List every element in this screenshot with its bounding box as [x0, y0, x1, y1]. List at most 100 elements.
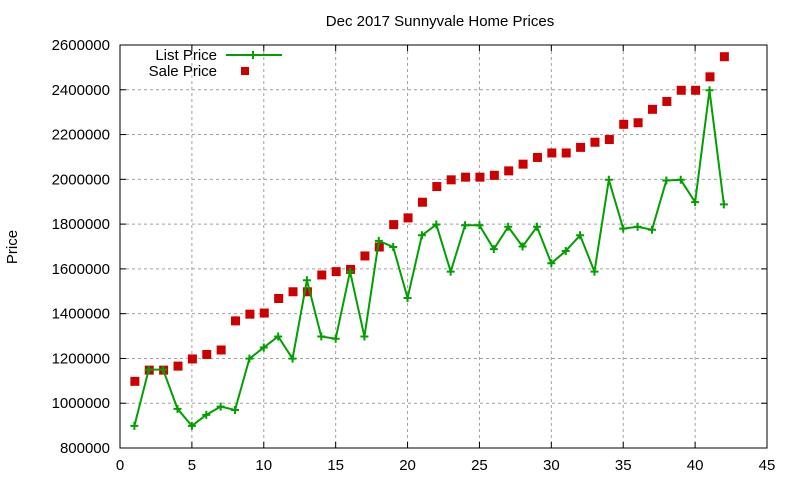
list-price-point	[173, 404, 182, 413]
sale-price-point	[662, 96, 672, 106]
list-price-line	[133, 90, 725, 428]
sale-price-point	[187, 354, 197, 364]
x-tick-label: 30	[543, 457, 560, 474]
sale-price-point	[317, 270, 327, 280]
list-price-point	[274, 332, 283, 341]
y-tick-label: 2000000	[52, 171, 110, 188]
list-price-point	[432, 220, 441, 229]
sale-price-point	[619, 119, 629, 129]
sale-price-point	[231, 316, 241, 326]
legend: List Price Sale Price	[149, 47, 282, 80]
x-tick-label: 15	[327, 457, 344, 474]
legend-marker-list-price	[249, 51, 257, 59]
sale-price-point	[417, 197, 427, 207]
sale-price-point	[202, 349, 212, 359]
y-tick-label: 2600000	[52, 37, 110, 54]
list-price-point	[374, 236, 383, 245]
list-price-point	[705, 86, 714, 95]
sale-price-point	[691, 85, 701, 95]
y-tick-label: 1600000	[52, 261, 110, 278]
list-price-point	[532, 222, 541, 231]
sale-price-point	[518, 159, 528, 169]
grid	[120, 45, 767, 448]
list-price-point	[633, 222, 642, 231]
sale-price-point	[633, 118, 643, 128]
list-price-point	[662, 176, 671, 185]
y-tick-label: 800000	[60, 440, 110, 457]
x-tick-label: 20	[399, 457, 416, 474]
list-price-point	[144, 365, 153, 374]
list-price-point	[216, 402, 225, 411]
sale-price-point	[590, 137, 600, 147]
list-price-point	[302, 276, 311, 285]
list-price-point	[288, 354, 297, 363]
sale-price-point	[475, 172, 485, 182]
sale-price-point	[130, 376, 140, 386]
list-price-point	[259, 343, 268, 352]
list-price-point	[647, 225, 656, 234]
list-price-point	[187, 421, 196, 430]
sale-price-point	[389, 220, 399, 230]
y-tick-label: 2200000	[52, 127, 110, 144]
y-tick-label: 2400000	[52, 82, 110, 99]
list-price-point	[576, 231, 585, 240]
x-tick-label: 5	[188, 457, 196, 474]
x-tick-label: 25	[471, 457, 488, 474]
legend-label-list-price: List Price	[155, 47, 217, 64]
series-layer	[130, 52, 729, 430]
sale-price-point	[446, 175, 456, 185]
list-price-point	[504, 222, 513, 231]
list-price-point	[403, 293, 412, 302]
sale-price-point	[245, 309, 255, 319]
list-price-point	[231, 405, 240, 414]
x-tick-label: 40	[687, 457, 704, 474]
x-tick-label: 10	[255, 457, 272, 474]
list-price-point	[691, 198, 700, 207]
x-tick-label: 0	[116, 457, 124, 474]
list-price-point	[417, 231, 426, 240]
sale-price-point	[705, 72, 715, 82]
y-tick-label: 1000000	[52, 395, 110, 412]
list-price-point	[604, 175, 613, 184]
y-tick-label: 1400000	[52, 306, 110, 323]
sale-price-point	[561, 148, 571, 158]
sale-price-point	[532, 152, 542, 162]
sale-price-point	[302, 287, 312, 297]
sale-price-point	[274, 293, 284, 303]
sale-price-point	[432, 182, 442, 192]
list-price-point	[518, 242, 527, 251]
list-price-point	[461, 221, 470, 230]
y-tick-label: 1800000	[52, 216, 110, 233]
legend-label-sale-price: Sale Price	[149, 63, 217, 80]
list-price-point	[590, 267, 599, 276]
sale-price-point	[547, 148, 557, 158]
list-price-point	[489, 245, 498, 254]
y-tick-label: 1200000	[52, 350, 110, 367]
sale-price-point	[461, 172, 471, 182]
chart-title: Dec 2017 Sunnyvale Home Prices	[326, 13, 554, 30]
sale-price-point	[504, 166, 514, 176]
list-price-point	[389, 242, 398, 251]
sale-price-point	[360, 251, 370, 261]
sale-price-point	[288, 287, 298, 297]
list-price-point	[346, 267, 355, 276]
legend-marker-sale-price	[241, 67, 249, 75]
list-price-point	[561, 246, 570, 255]
sale-price-point	[647, 104, 657, 114]
sale-price-point	[576, 142, 586, 152]
sale-price-point	[173, 361, 183, 371]
list-price-point	[619, 224, 628, 233]
list-price-point	[245, 354, 254, 363]
sale-price-point	[374, 242, 384, 252]
sale-price-point	[216, 345, 226, 355]
y-axis-label: Price	[4, 230, 21, 264]
plot-frame	[119, 44, 768, 449]
sale-price-point	[676, 85, 686, 95]
list-price-point	[159, 365, 168, 374]
sale-price-point	[403, 213, 413, 223]
x-tick-label: 35	[615, 457, 632, 474]
sale-price-point	[259, 308, 269, 318]
x-tick-label: 45	[759, 457, 776, 474]
list-price-point	[130, 421, 139, 430]
